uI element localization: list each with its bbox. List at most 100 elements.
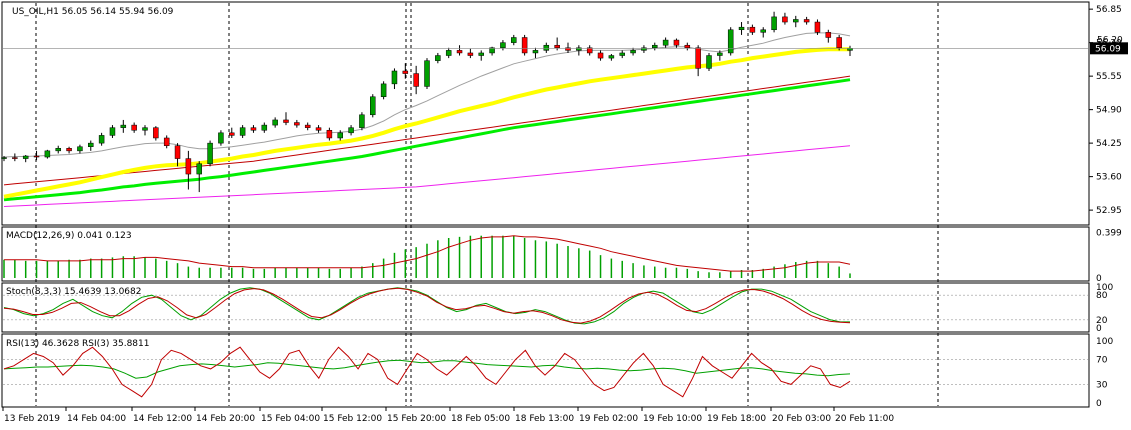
- candle: [478, 50, 484, 61]
- macd-tick-label: 0.399: [1096, 228, 1122, 238]
- current-price-tag: [1090, 42, 1128, 55]
- candle: [207, 140, 213, 167]
- time-label: 15 Feb 20:00: [387, 414, 446, 424]
- candle: [163, 135, 170, 149]
- candlesticks: [1, 11, 853, 193]
- candle: [662, 37, 669, 48]
- stoch-panel[interactable]: [1, 282, 1090, 333]
- candle: [586, 45, 593, 56]
- candle: [456, 45, 463, 56]
- candle: [760, 27, 766, 38]
- candle: [55, 145, 61, 154]
- time-label: 14 Feb 04:00: [67, 414, 126, 424]
- candle: [229, 127, 235, 138]
- candle: [597, 50, 604, 61]
- candle: [380, 81, 387, 100]
- time-label: 14 Feb 20:00: [196, 414, 255, 424]
- time-label: 19 Feb 10:00: [643, 414, 702, 424]
- current-price-label: 56.09: [1095, 44, 1121, 54]
- rsi-tick-label: 30: [1096, 380, 1108, 390]
- candle: [88, 140, 94, 151]
- candle: [33, 150, 40, 161]
- rsi-indicator: 100 70 30 0: [3, 337, 1113, 409]
- time-label: 19 Feb 02:00: [579, 414, 638, 424]
- candle: [673, 38, 680, 48]
- stoch-signal-line: [3, 287, 851, 324]
- sma-gray-line: [3, 32, 851, 158]
- candle: [738, 22, 745, 35]
- stoch-main-line: [3, 287, 850, 325]
- candle: [131, 122, 137, 133]
- candle: [782, 12, 788, 25]
- candle: [98, 132, 105, 146]
- candle: [283, 112, 289, 126]
- candle: [576, 45, 582, 56]
- stoch-tick-label: 80: [1096, 291, 1108, 301]
- time-label: 19 Feb 18:00: [707, 414, 766, 424]
- rsi-tick-label: 70: [1096, 356, 1108, 366]
- candle: [803, 16, 810, 25]
- candle: [326, 127, 333, 141]
- candle: [109, 125, 116, 138]
- overlay-price-label: 56.20: [1097, 35, 1123, 45]
- candle: [684, 42, 691, 51]
- candle: [641, 45, 647, 53]
- candle: [1, 156, 7, 162]
- candle: [402, 63, 409, 79]
- candle: [717, 50, 723, 61]
- candle: [695, 45, 701, 77]
- candle: [77, 144, 83, 154]
- rsi-tick-label: 100: [1096, 337, 1113, 347]
- price-tick-label: 56.85: [1096, 5, 1122, 15]
- rsi-panel[interactable]: [1, 333, 1090, 408]
- candle: [619, 50, 625, 59]
- price-tick-label: 52.95: [1096, 206, 1122, 216]
- candle: [771, 11, 777, 33]
- candle: [218, 130, 224, 146]
- candle: [120, 119, 127, 133]
- stoch-tick-label: 100: [1096, 283, 1113, 293]
- candle: [66, 146, 72, 154]
- time-label: 15 Feb 12:00: [323, 414, 382, 424]
- time-label: 20 Feb 03:00: [772, 414, 831, 424]
- time-label: 15 Feb 04:00: [261, 414, 320, 424]
- candle: [370, 94, 376, 118]
- candle: [706, 52, 712, 71]
- candle: [814, 19, 821, 35]
- candle: [12, 153, 18, 162]
- macd-signal-line: [4, 235, 851, 272]
- candle: [521, 34, 528, 56]
- candle: [727, 27, 734, 56]
- candle: [543, 42, 550, 53]
- candle: [142, 125, 148, 136]
- price-tick-label: 54.25: [1096, 139, 1122, 149]
- price-axis: 56.85 56.20 55.55 54.90 54.25 53.60 52.95 56.09…: [3, 5, 1128, 216]
- time-label: 14 Feb 12:00: [133, 414, 192, 424]
- rsi-title: RSI(13) 46.3628 RSI(3) 35.8811: [6, 339, 149, 349]
- price-tick-label: 54.90: [1096, 106, 1122, 116]
- candle: [272, 117, 278, 128]
- candle: [337, 130, 343, 141]
- candle: [304, 122, 311, 131]
- candle: [511, 34, 517, 46]
- candle: [608, 53, 615, 61]
- time-axis: 13 Feb 2019 14 Feb 04:00 14 Feb 12:00 14 Fe…: [2, 407, 894, 424]
- candle: [532, 47, 539, 59]
- price-panel[interactable]: [1, 1, 1090, 226]
- price-tick-label: 53.60: [1096, 173, 1122, 183]
- macd-tick-label: 0: [1096, 274, 1102, 284]
- candle: [261, 122, 268, 133]
- candle: [652, 42, 658, 51]
- candle: [391, 68, 398, 90]
- rsi-tick-label: 0: [1096, 399, 1102, 409]
- price-chart-title: US_OIL,H1 56.05 56.14 55.94 56.09: [12, 7, 174, 17]
- candle: [565, 42, 571, 53]
- candle: [630, 47, 636, 56]
- macd-indicator: 0.399 0: [3, 228, 1122, 284]
- macd-panel[interactable]: [1, 226, 1090, 282]
- candle: [825, 29, 832, 43]
- ema-green-line: [3, 78, 851, 202]
- candle: [174, 143, 181, 167]
